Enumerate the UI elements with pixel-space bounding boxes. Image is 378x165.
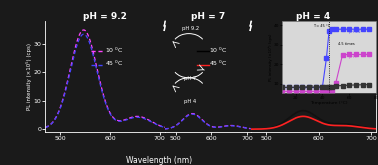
Y-axis label: PL intensity (×10⁵) (cps): PL intensity (×10⁵) (cps): [26, 43, 32, 110]
Title: pH = 9.2: pH = 9.2: [83, 12, 127, 21]
Title: pH = 7: pH = 7: [191, 12, 225, 21]
Text: 10 $^0$C: 10 $^0$C: [105, 46, 124, 55]
Text: pH 4: pH 4: [184, 99, 197, 104]
Text: 45 $^0$C: 45 $^0$C: [209, 59, 228, 68]
Text: 45 $^0$C: 45 $^0$C: [105, 59, 124, 68]
Text: pH 7: pH 7: [184, 76, 197, 81]
Text: 10 $^0$C: 10 $^0$C: [209, 46, 228, 55]
Title: pH = 4: pH = 4: [296, 12, 330, 21]
Text: Wavelength (nm): Wavelength (nm): [126, 156, 192, 165]
Text: pH 9.2: pH 9.2: [182, 26, 199, 31]
